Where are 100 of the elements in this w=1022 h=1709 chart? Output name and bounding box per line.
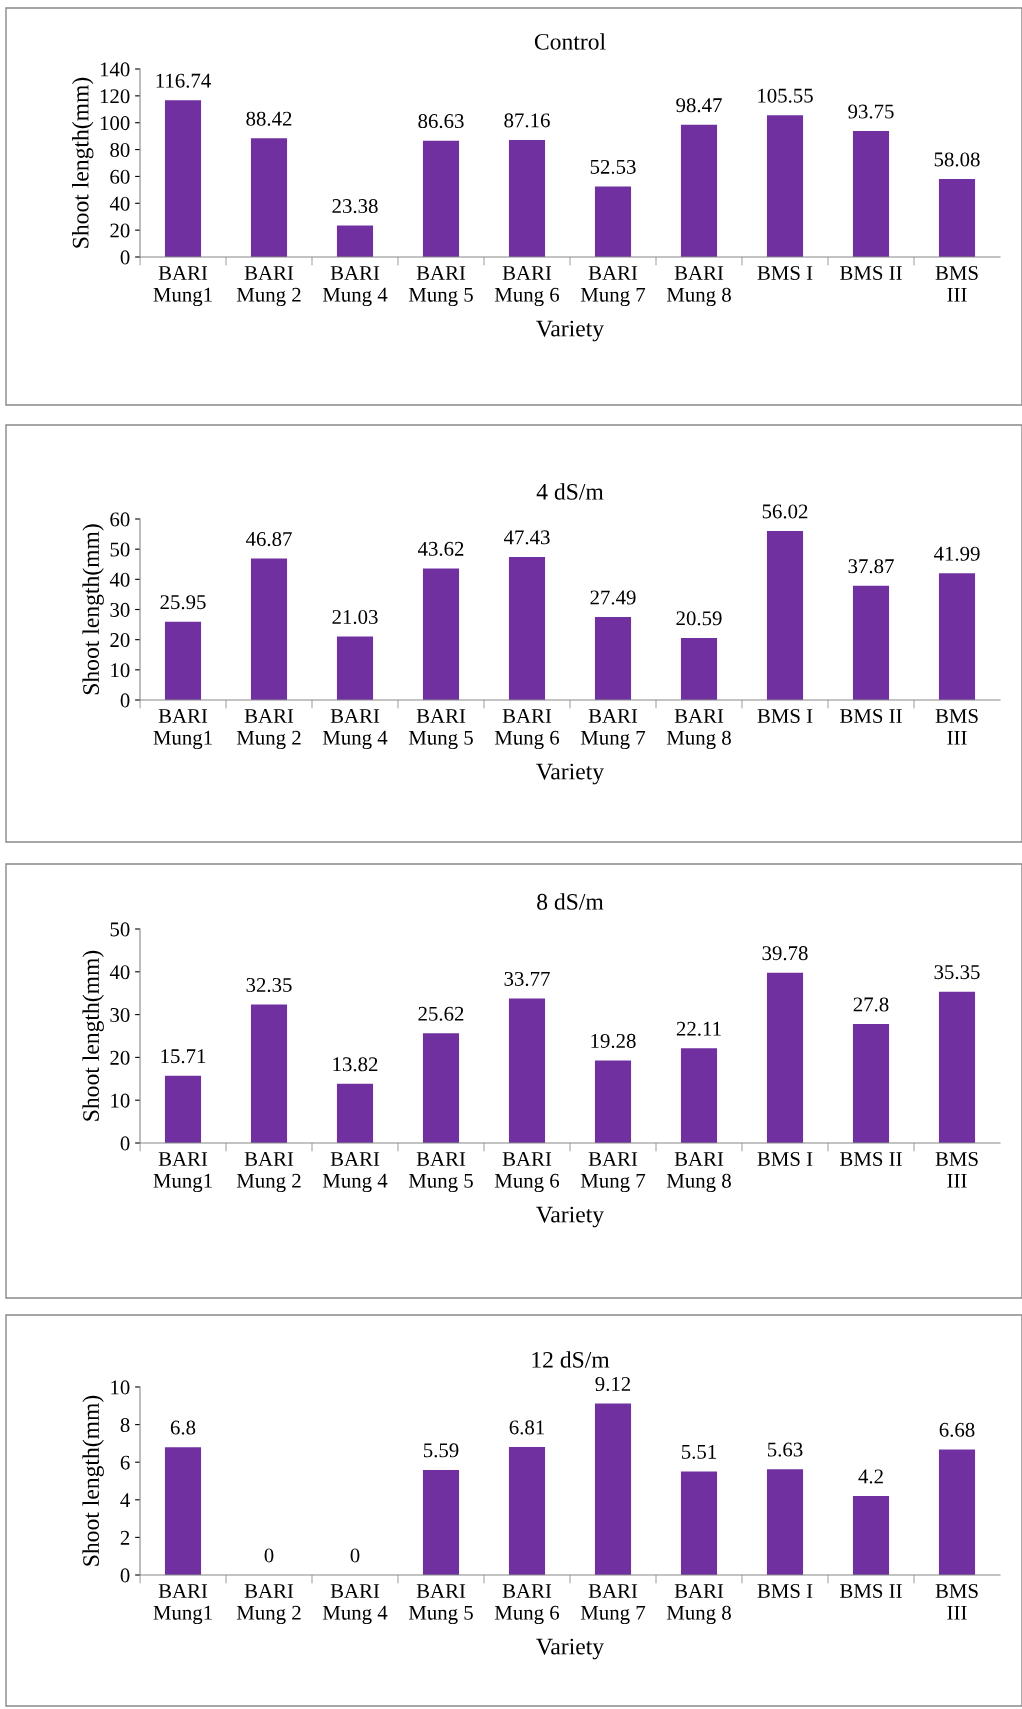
bar: [680, 1048, 718, 1143]
y-axis-title: Shoot length(mm): [82, 950, 104, 1121]
chart-title: 8 dS/m: [537, 893, 604, 910]
chart-title: Control: [534, 33, 606, 50]
data-label: 46.87: [245, 531, 292, 547]
x-tick-label: BARI Mung 5: [408, 1584, 473, 1625]
bar: [594, 617, 632, 700]
bar: [680, 124, 718, 257]
data-label: 33.77: [504, 971, 550, 986]
x-tick-label: BMS III: [935, 708, 978, 745]
data-label: 0: [264, 1548, 274, 1563]
bar: [852, 1024, 890, 1143]
x-tick-label: BARI Mung 7: [580, 266, 646, 307]
bar: [766, 531, 804, 700]
x-axis-title: Variety: [536, 763, 604, 785]
bar: [938, 1449, 976, 1575]
bar: [336, 636, 374, 700]
chart-title: 4 dS/m: [536, 483, 604, 500]
data-label: 5.51: [681, 1444, 716, 1459]
y-tick-label: 10: [111, 1380, 130, 1395]
x-tick-label: BARI Mung 7: [580, 1584, 646, 1625]
y-tick-label: 40: [109, 965, 130, 980]
x-tick-label: BARI Mung1: [153, 1152, 212, 1193]
y-tick-label: 30: [110, 602, 130, 617]
data-label: 56.02: [762, 504, 808, 519]
x-tick-label: BARI Mung 4: [322, 266, 388, 307]
data-label: 86.63: [418, 114, 464, 129]
x-tick-label: BARI Mung 2: [236, 709, 301, 750]
data-label: 47.43: [503, 530, 550, 545]
data-label: 25.95: [160, 595, 206, 610]
data-label: 52.53: [590, 159, 636, 174]
data-label: 87.16: [504, 113, 550, 128]
data-label: 22.11: [676, 1021, 721, 1036]
bar: [766, 972, 804, 1143]
x-tick-label: BARI Mung 7: [580, 709, 646, 750]
x-tick-label: BARI Mung 4: [322, 1152, 388, 1193]
chart-title: 12 dS/m: [532, 1351, 610, 1368]
bar: [594, 1060, 632, 1143]
data-label: 9.12: [595, 1376, 631, 1392]
data-label: 6.68: [939, 1422, 975, 1437]
y-tick-label: 6: [120, 1455, 130, 1470]
x-tick-label: BMS III: [935, 1151, 978, 1188]
x-tick-label: BARI Mung 7: [580, 1152, 646, 1193]
x-tick-label: BMS II: [840, 708, 902, 723]
bar: [164, 1075, 202, 1143]
data-label: 37.87: [848, 559, 894, 574]
x-tick-label: BARI Mung 2: [236, 1584, 301, 1625]
y-axis-title: Shoot length(mm): [82, 1395, 104, 1566]
y-tick-label: 8: [120, 1417, 130, 1433]
y-axis-title: Shoot length(mm): [71, 77, 94, 248]
data-label: 0: [350, 1548, 360, 1563]
data-label: 20.59: [676, 611, 722, 626]
y-tick-label: 2: [120, 1530, 130, 1545]
bar: [938, 179, 976, 257]
data-label: 41.99: [933, 546, 980, 561]
data-label: 23.38: [332, 198, 378, 214]
data-label: 27.49: [590, 590, 636, 605]
data-label: 13.82: [333, 1057, 378, 1072]
x-tick-label: BARI Mung1: [153, 709, 212, 750]
bar: [680, 1471, 718, 1575]
x-tick-label: BARI Mung 6: [494, 266, 560, 307]
y-tick-label: 30: [110, 1007, 130, 1023]
x-tick-label: BARI Mung 6: [494, 1584, 560, 1625]
x-tick-label: BMS I: [757, 265, 813, 280]
x-tick-label: BMS I: [757, 1583, 813, 1598]
y-tick-label: 140: [100, 62, 130, 77]
bar: [766, 115, 804, 257]
bar: [422, 1033, 460, 1143]
data-label: 88.42: [246, 111, 292, 126]
data-label: 19.28: [591, 1033, 636, 1049]
bar: [164, 100, 202, 257]
x-tick-label: BMS II: [840, 1151, 902, 1166]
data-label: 58.08: [934, 152, 980, 167]
y-tick-label: 0: [120, 1568, 130, 1583]
bar: [594, 1403, 632, 1575]
x-tick-label: BARI Mung 5: [408, 266, 473, 307]
x-tick-label: BARI Mung 2: [236, 266, 301, 307]
data-label: 15.71: [161, 1049, 206, 1064]
data-label: 35.35: [934, 965, 980, 980]
y-tick-label: 0: [120, 250, 130, 265]
x-tick-label: BMS II: [840, 265, 902, 280]
data-label: 6.8: [170, 1420, 196, 1435]
bar: [508, 1446, 546, 1575]
x-axis-title: Variety: [536, 1206, 604, 1228]
bar: [508, 139, 546, 257]
data-label: 5.63: [767, 1442, 803, 1457]
data-label: 105.55: [758, 88, 813, 103]
bar: [594, 186, 632, 257]
data-label: 32.35: [246, 977, 292, 993]
data-label: 21.03: [332, 609, 378, 625]
x-tick-label: BMS III: [935, 1583, 978, 1620]
bar: [508, 556, 546, 700]
bar: [852, 131, 890, 257]
x-axis-title: Variety: [536, 1638, 604, 1660]
y-tick-label: 10: [111, 1093, 130, 1108]
bar: [852, 585, 890, 700]
x-tick-label: BMS II: [840, 1583, 902, 1598]
data-label: 6.81: [509, 1420, 544, 1435]
y-tick-label: 50: [110, 542, 130, 557]
bar: [422, 568, 460, 700]
